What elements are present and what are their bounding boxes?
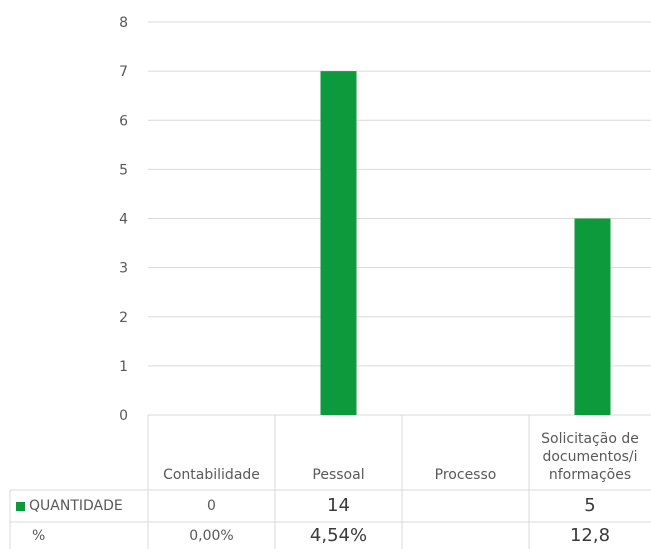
x-tick-label: Contabilidade: [163, 467, 260, 483]
row-label: QUANTIDADE: [10, 490, 148, 522]
y-tick-label: 3: [119, 261, 128, 277]
table-cell: 0,00%: [189, 527, 234, 544]
bar: [574, 218, 611, 415]
bar: [320, 71, 357, 415]
row-label-text: %: [32, 527, 46, 544]
table-cell: 14: [327, 495, 350, 516]
y-axis-ticks: 0 1 2 3 4 5 6 7 8: [119, 15, 128, 424]
gridlines: [148, 21, 651, 416]
x-tick-label: Solicitação de documentos/i nformações: [541, 431, 639, 483]
y-tick-label: 1: [119, 359, 128, 375]
y-tick-label: 0: [119, 408, 128, 424]
x-tick-label: Pessoal: [312, 467, 365, 483]
table-cell: 12,8: [569, 524, 611, 546]
table-cell: [402, 490, 529, 522]
row-label: %: [10, 522, 148, 549]
table-cell: 5: [584, 495, 596, 516]
y-tick-label: 6: [119, 113, 128, 129]
table-cell: 4,54%: [309, 524, 368, 546]
y-tick-label: 2: [119, 310, 128, 326]
row-label-text: QUANTIDADE: [29, 498, 123, 514]
y-tick-label: 5: [119, 162, 128, 178]
y-tick-label: 4: [119, 212, 128, 228]
y-tick-label: 7: [119, 64, 128, 80]
table-cell: 0: [207, 498, 216, 514]
legend-swatch: [16, 501, 25, 511]
data-table-lines: [9, 415, 651, 549]
bars: [320, 71, 611, 415]
x-tick-label: Processo: [434, 467, 497, 483]
y-tick-label: 8: [119, 15, 128, 31]
table-cell: [402, 522, 529, 549]
